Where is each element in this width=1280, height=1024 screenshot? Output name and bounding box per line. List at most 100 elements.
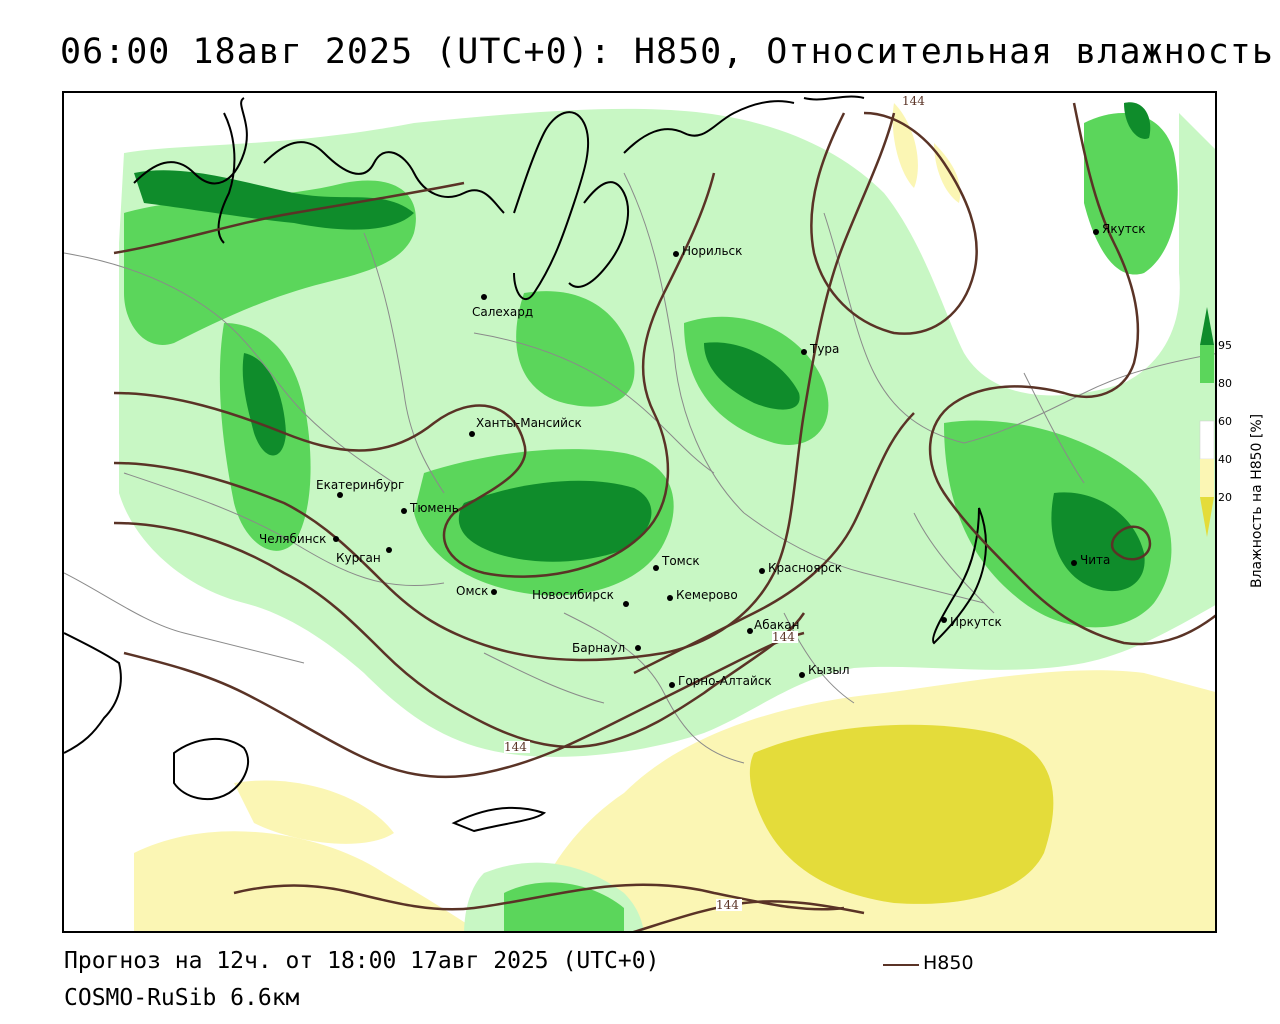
- city-label-omsk: Омск: [456, 584, 488, 598]
- city-yekaterinburg[interactable]: Екатеринбург: [316, 478, 404, 498]
- coast-baikal: [932, 507, 987, 645]
- city-omsk[interactable]: Омск: [456, 584, 497, 598]
- coast-west-sea: [64, 632, 122, 754]
- isoline-key: H850: [883, 952, 1003, 978]
- dry-regions: [134, 103, 1215, 931]
- coast-caspian: [173, 737, 249, 801]
- city-irkutsk[interactable]: Иркутск: [941, 615, 1002, 629]
- city-label-kyzyl: Кызыл: [808, 663, 850, 677]
- saturated-region-west: [134, 170, 414, 230]
- isoline-key-label: H850: [923, 952, 974, 974]
- isoline-west-4: [113, 521, 806, 749]
- coast-gydan: [568, 181, 629, 288]
- saturated-region-center: [458, 480, 652, 562]
- city-label-chita: Чита: [1080, 553, 1110, 567]
- city-markers: Норильск Салехард Якутск Тура Ханты-Манс…: [259, 222, 1146, 688]
- city-chelyabinsk[interactable]: Челябинск: [259, 532, 339, 546]
- isoline-west-1: [113, 181, 465, 255]
- saturated-region-yakutsk: [1124, 102, 1151, 139]
- saturated-regions: [134, 102, 1151, 592]
- city-label-yekaterinburg: Екатеринбург: [316, 478, 404, 492]
- isoline-label-north: 144: [902, 94, 925, 108]
- city-barnaul[interactable]: Барнаул: [572, 641, 641, 655]
- isoline-far-south: [632, 900, 865, 931]
- city-label-tyumen: Тюмень: [409, 501, 459, 515]
- isoline-south: [123, 631, 805, 779]
- legend-tick-20: 20: [1218, 491, 1232, 504]
- city-kyzyl[interactable]: Кызыл: [799, 663, 850, 678]
- isoline-chita-loop: [1110, 525, 1152, 561]
- coast-balkhash: [451, 806, 547, 833]
- coast-yamal: [513, 111, 590, 301]
- saturated-region-chita: [1051, 492, 1145, 592]
- city-label-yakutsk: Якутск: [1102, 222, 1146, 236]
- city-label-salekhard: Салехард: [472, 305, 533, 319]
- city-khanty-mansiysk[interactable]: Ханты-Мансийск: [469, 416, 582, 437]
- forecast-info: Прогноз на 12ч. от 18:00 17авг 2025 (UTC…: [64, 948, 660, 974]
- city-label-kemerovo: Кемерово: [676, 588, 738, 602]
- isoline-south-east: [233, 883, 845, 911]
- legend-title: Влажность на H850 [%]: [1249, 414, 1265, 588]
- city-label-irkutsk: Иркутск: [950, 615, 1002, 629]
- isoline-east: [928, 102, 1215, 646]
- model-name: COSMO-RuSib 6.6км: [64, 985, 300, 1011]
- isoline-west-3: [113, 112, 896, 662]
- city-label-chelyabinsk: Челябинск: [259, 532, 326, 546]
- humid-region-yakutsk: [1084, 113, 1178, 275]
- legend-arrow-bottom: [1200, 497, 1214, 537]
- legend-tick-40: 40: [1218, 453, 1232, 466]
- city-label-khanty-mansiysk: Ханты-Мансийск: [476, 416, 582, 430]
- coast-taimyr: [623, 95, 865, 154]
- legend-tick-95: 95: [1218, 339, 1232, 352]
- isoline-labels: 144 144 144 144: [504, 94, 928, 912]
- map-title: 06:00 18авг 2025 (UTC+0): H850, Относите…: [60, 32, 1274, 72]
- city-label-tomsk: Томск: [661, 554, 700, 568]
- city-kemerovo[interactable]: Кемерово: [667, 588, 738, 602]
- humid-region-south: [504, 882, 624, 931]
- legend-swatch-40: [1200, 459, 1214, 497]
- humid-region-north: [516, 291, 635, 407]
- city-label-tura: Тура: [809, 342, 839, 356]
- city-gorno-altaysk[interactable]: Горно-Алтайск: [669, 674, 772, 688]
- city-label-kurgan: Курган: [336, 551, 381, 565]
- color-legend: 95 80 60 40 20 Влажность на H850 [%]: [1199, 307, 1265, 588]
- isoline-label-abakan: 144: [772, 630, 795, 644]
- isoline-label-south: 144: [504, 740, 527, 754]
- isoline-label-far-south: 144: [716, 898, 739, 912]
- dry-region-caspian: [234, 780, 394, 844]
- map-panel[interactable]: 144 144 144 144 Норильск Салехард Якутск…: [62, 91, 1217, 933]
- city-label-barnaul: Барнаул: [572, 641, 625, 655]
- city-tomsk[interactable]: Томск: [653, 554, 700, 571]
- isoline-key-swatch: [883, 964, 919, 966]
- h850-isolines: [113, 102, 1215, 931]
- city-salekhard[interactable]: Салехард: [472, 294, 533, 319]
- legend-tick-60: 60: [1218, 415, 1232, 428]
- admin-borders: [64, 172, 1215, 764]
- city-kurgan[interactable]: Курган: [336, 547, 392, 565]
- moist-region-main: [119, 108, 1215, 757]
- legend-swatch-80: [1200, 383, 1214, 421]
- legend-arrow-top: [1200, 307, 1214, 345]
- city-label-krasnoyarsk: Красноярск: [768, 561, 842, 575]
- humidity-map[interactable]: 144 144 144 144 Норильск Салехард Якутск…: [64, 93, 1217, 933]
- city-abakan[interactable]: Абакан: [747, 618, 799, 634]
- very-dry-region: [749, 724, 1054, 904]
- city-chita[interactable]: Чита: [1071, 553, 1110, 567]
- city-label-novosibirsk: Новосибирск: [532, 588, 614, 602]
- city-label-norilsk: Норильск: [682, 244, 742, 258]
- coast-kara: [133, 97, 505, 214]
- dry-region-north: [892, 103, 918, 188]
- city-label-abakan: Абакан: [754, 618, 799, 632]
- city-yakutsk[interactable]: Якутск: [1093, 222, 1146, 236]
- isoline-east-high: [810, 111, 978, 335]
- city-tura[interactable]: Тура: [801, 342, 839, 356]
- legend-tick-80: 80: [1218, 377, 1232, 390]
- city-tyumen[interactable]: Тюмень: [401, 501, 459, 515]
- isoline-central-south: [633, 412, 915, 675]
- city-krasnoyarsk[interactable]: Красноярск: [759, 561, 842, 575]
- city-label-gorno-altaysk: Горно-Алтайск: [678, 674, 772, 688]
- city-norilsk[interactable]: Норильск: [673, 244, 742, 258]
- saturated-region-tura: [704, 342, 800, 410]
- dry-region-south-west: [134, 831, 478, 931]
- city-novosibirsk[interactable]: Новосибирск: [532, 588, 629, 607]
